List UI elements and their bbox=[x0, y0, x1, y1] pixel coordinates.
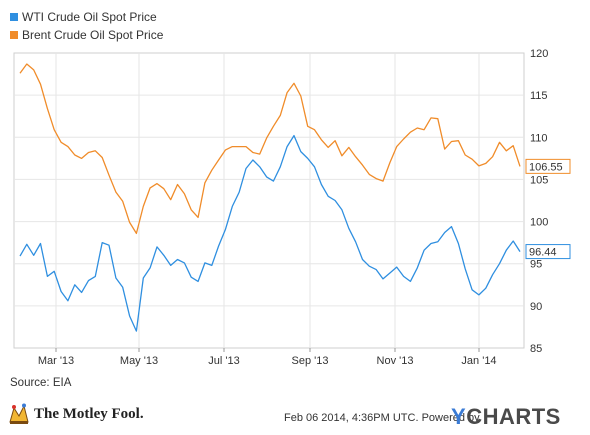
legend-swatch-wti bbox=[10, 13, 18, 21]
y-tick-label: 95 bbox=[530, 259, 542, 271]
legend-swatch-brent bbox=[10, 31, 18, 39]
end-label-wti: 96.44 bbox=[529, 247, 557, 259]
jester-hat-icon bbox=[9, 403, 29, 424]
motley-fool-text: The Motley Fool. bbox=[34, 405, 144, 422]
x-tick-label: May '13 bbox=[120, 355, 158, 367]
end-label-box-wti bbox=[525, 244, 571, 260]
x-tick-label: Mar '13 bbox=[38, 355, 74, 367]
end-label-box-brent bbox=[525, 158, 571, 174]
source-note: Source: EIA bbox=[10, 377, 72, 389]
plot-area bbox=[13, 52, 525, 349]
series-line-wti bbox=[19, 134, 521, 332]
x-tick-label: Sep '13 bbox=[292, 355, 329, 367]
x-axis: Mar '13 May '13 Jul '13 Sep '13 Nov '13 Jan '… bbox=[38, 348, 497, 367]
ycharts-rest: CHARTS bbox=[466, 404, 561, 429]
y-tick-label: 90 bbox=[530, 301, 542, 313]
end-labels: 96.44 106.55 bbox=[525, 158, 571, 260]
x-tick-label: Nov '13 bbox=[377, 355, 414, 367]
y-axis: 85 90 95 100 105 110 115 120 bbox=[530, 48, 548, 355]
ycharts-y: Y bbox=[451, 404, 467, 429]
ycharts-logo[interactable]: YCHARTS bbox=[451, 404, 561, 430]
y-tick-label: 105 bbox=[530, 174, 548, 186]
motley-fool-logo: The Motley Fool. bbox=[8, 402, 144, 426]
chart: 85 90 95 100 105 110 115 120 Mar '13 May '13 Jul … bbox=[13, 48, 571, 367]
legend-item-brent: Brent Crude Oil Spot Price bbox=[10, 26, 163, 44]
x-tick-label: Jul '13 bbox=[208, 355, 239, 367]
series-group bbox=[19, 63, 521, 332]
y-tick-label: 100 bbox=[530, 217, 548, 229]
legend: WTI Crude Oil Spot Price Brent Crude Oil… bbox=[10, 8, 163, 44]
legend-item-wti: WTI Crude Oil Spot Price bbox=[10, 8, 163, 26]
end-label-brent: 106.55 bbox=[529, 161, 563, 173]
y-tick-label: 120 bbox=[530, 48, 548, 60]
footer-timestamp: Feb 06 2014, 4:36PM UTC. Powered by bbox=[284, 412, 480, 424]
y-tick-label: 85 bbox=[530, 343, 542, 355]
legend-label-wti: WTI Crude Oil Spot Price bbox=[22, 10, 157, 24]
y-tick-label: 110 bbox=[530, 132, 548, 144]
legend-label-brent: Brent Crude Oil Spot Price bbox=[22, 28, 164, 42]
grid bbox=[14, 53, 524, 348]
x-tick-label: Jan '14 bbox=[461, 355, 496, 367]
series-line-brent bbox=[19, 63, 521, 235]
y-tick-label: 115 bbox=[530, 90, 548, 102]
